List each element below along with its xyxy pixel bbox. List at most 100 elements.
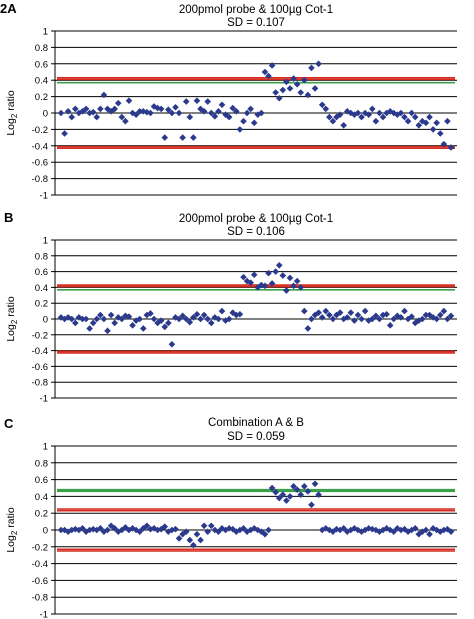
y-tick-label: 0.6 [35,475,48,486]
data-point [315,60,322,68]
data-point [240,273,247,281]
data-point [268,62,276,69]
data-point [372,526,380,534]
data-point [193,310,201,318]
data-point [318,526,326,534]
panel-b: B 200pmol probe & 100µg Cot-1 SD = 0.106… [4,210,457,405]
data-point [368,315,376,323]
data-point [436,130,444,137]
data-point [104,526,111,534]
data-point [61,526,68,534]
data-point [161,323,169,331]
data-point [404,315,412,323]
data-point [161,134,169,141]
data-point [240,117,247,125]
data-point [426,113,433,121]
y-tick-label: -0.2 [32,330,48,341]
data-point [57,526,65,534]
data-point [394,312,401,320]
data-point [390,528,398,535]
data-point [447,144,455,151]
data-point [440,307,448,315]
data-point [122,312,129,320]
data-point [93,113,101,121]
data-point [132,111,140,118]
panel-b-y-axis-label: Log2 ratio [5,296,19,341]
data-point [329,315,337,323]
panel-c-title: Combination A & B [208,417,304,429]
data-point [97,311,104,319]
data-point [361,307,369,315]
data-point [68,526,76,534]
data-point [283,497,290,504]
data-point [100,315,108,323]
data-point [229,104,237,112]
data-point [125,526,133,534]
y-tick-label: 0.6 [35,59,48,70]
data-point [318,314,326,321]
data-point [261,530,269,538]
data-point [290,483,297,490]
data-point [351,317,358,324]
panel-a: 2A 200pmol probe & 100µg Cot-1 SD = 0.10… [0,1,457,202]
data-point [347,526,355,534]
data-point [440,526,448,534]
data-point [336,309,344,316]
data-point [376,315,383,323]
y-tick-label: -0.8 [32,174,48,185]
data-point [118,526,126,534]
data-point [272,89,279,96]
data-point [186,318,194,326]
y-tick-label: 0.4 [35,76,48,87]
data-point [268,484,276,492]
data-point [422,311,430,319]
y-tick-label: -0.4 [32,559,48,570]
y-tick-label: 0.4 [35,283,48,294]
data-point [429,314,437,321]
y-tick-label: 1 [43,442,48,453]
data-point [197,315,204,323]
panel-c-subtitle: SD = 0.059 [227,431,285,443]
data-point [93,526,101,534]
data-point [379,311,387,319]
data-point [308,64,315,72]
data-point [207,319,215,327]
data-point [179,134,186,141]
data-point [394,111,401,118]
data-point [275,94,283,102]
data-point [358,315,365,323]
data-point [426,530,433,538]
data-point [68,315,76,323]
data-point [68,113,76,121]
data-point [72,319,79,327]
data-point [283,78,290,86]
data-point [336,526,344,534]
data-point [200,311,208,319]
data-point [147,310,154,317]
data-point [326,311,333,319]
data-point [97,105,104,113]
data-point [408,313,415,320]
data-point [190,134,197,141]
data-point [150,315,158,323]
data-point [326,113,333,121]
panel-b-title: 200pmol probe & 100µg Cot-1 [179,213,333,225]
data-point [111,319,118,327]
y-tick-label: 0.2 [35,92,48,103]
data-point [283,287,290,294]
data-point [247,526,254,534]
data-point [286,85,294,92]
data-point [168,340,176,348]
data-point [147,109,154,117]
data-point [111,525,118,532]
data-point [186,536,194,544]
y-tick-label: -1 [40,610,48,619]
y-tick-label: 0.6 [35,267,48,278]
data-point [200,522,208,530]
data-point [415,317,423,324]
data-point [308,315,315,323]
data-point [157,317,165,324]
data-point [422,119,430,127]
data-point [186,113,194,121]
